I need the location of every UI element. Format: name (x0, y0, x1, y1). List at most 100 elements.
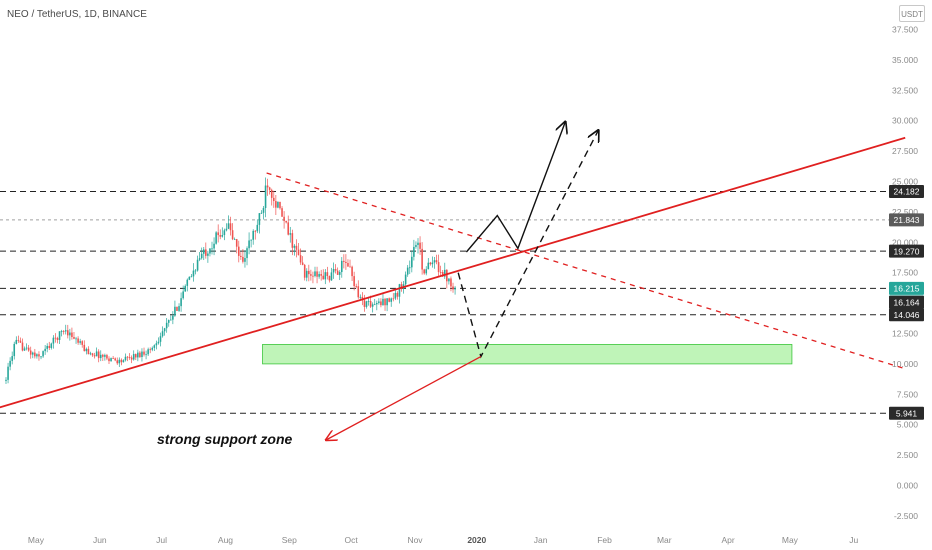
x-tick-label: Jul (156, 535, 167, 545)
candle-body (441, 272, 444, 277)
candle-body (373, 304, 376, 306)
price-label-text: 14.046 (894, 310, 920, 320)
candle-body (231, 230, 234, 240)
candle-body (384, 298, 386, 306)
bullish-projection-solid (465, 122, 565, 253)
y-tick-label: 12.500 (892, 329, 918, 339)
candle-body (167, 320, 170, 323)
candle-body (450, 278, 452, 287)
price-labels: 24.18221.84319.27016.21514.0465.94106:42… (889, 184, 924, 420)
candle-body (322, 275, 325, 280)
price-label-text: 21.843 (894, 215, 920, 225)
candle-body (137, 352, 139, 358)
candle-body (139, 352, 141, 358)
price-label-text: 16.164 (894, 297, 920, 307)
x-tick-label: 2020 (467, 535, 486, 545)
candle-body (308, 270, 310, 275)
candle-body (145, 354, 147, 356)
candle-body (408, 267, 411, 269)
candle-body (233, 239, 236, 240)
candle-body (314, 271, 316, 277)
candle-body (126, 356, 129, 358)
level-price-label: 5.941 (889, 406, 924, 420)
candle-body (281, 208, 283, 217)
candle-body (417, 242, 419, 246)
price-label-bg (889, 184, 924, 198)
candle-body (9, 360, 11, 367)
candle-body (128, 357, 131, 358)
candle-body (141, 351, 143, 358)
candle-body (421, 248, 423, 270)
candle-body (17, 339, 20, 341)
candle-body (211, 248, 213, 250)
candle-body (120, 359, 123, 363)
candle-body (386, 298, 388, 306)
candle-body (192, 270, 195, 277)
candle-body (73, 337, 75, 339)
candle-body (48, 345, 51, 348)
candle-body (44, 348, 46, 352)
candle-body (252, 230, 254, 240)
candle-body (31, 352, 34, 355)
candle-body (355, 286, 357, 287)
candle-body (99, 354, 102, 359)
price-label-text: 19.270 (894, 246, 920, 256)
currency-unit-button[interactable]: USDT (899, 5, 925, 22)
candle-body (11, 356, 13, 361)
grid-and-axes: 37.500 35.000 32.500 30.000 27.500 25.000 22.5… (28, 25, 918, 546)
candle-body (155, 343, 158, 346)
candle-body (13, 343, 16, 357)
candle-body (303, 264, 306, 278)
price-label-text: 24.182 (894, 187, 920, 197)
candle-body (246, 248, 248, 259)
candle-body (266, 185, 269, 188)
candle-body (446, 269, 448, 282)
candle-body (419, 242, 421, 249)
candle-body (277, 201, 279, 208)
candle-body (293, 245, 296, 248)
candle-body (240, 255, 242, 257)
y-tick-label: -2.500 (894, 511, 918, 521)
candle-body (81, 341, 84, 345)
y-tick-label: 35.000 (892, 55, 918, 65)
candle-body (270, 189, 273, 198)
x-tick-label: May (28, 535, 45, 545)
candle-body (143, 351, 145, 355)
y-tick-label: 7.500 (897, 389, 919, 399)
candle-body (97, 351, 100, 359)
candle-body (67, 330, 69, 336)
candle-body (147, 349, 149, 355)
candle-body (50, 343, 53, 348)
candle-body (431, 262, 434, 265)
candle-body (262, 207, 265, 213)
candle-body (367, 300, 370, 302)
y-tick-label: 20.000 (892, 237, 918, 247)
candle-body (83, 344, 86, 352)
candle-body (237, 246, 240, 256)
bullish-projection-dashed (457, 130, 598, 359)
candle-body (89, 353, 92, 355)
candle-body (27, 347, 30, 351)
candle-body (336, 270, 339, 275)
candle-body (134, 354, 137, 358)
candle-body (283, 216, 285, 221)
candle-body (359, 296, 362, 298)
candle-body (363, 300, 366, 307)
candle-body (273, 197, 275, 202)
price-label-text: 5.941 (896, 408, 918, 418)
y-tick-label: 5.000 (897, 420, 919, 430)
candle-body (40, 356, 42, 358)
level-price-label: 19.270 (889, 244, 924, 258)
candle-body (207, 253, 209, 256)
candle-body (427, 262, 430, 270)
candle-body (7, 366, 9, 380)
y-tick-label: 17.500 (892, 268, 918, 278)
candle-body (159, 336, 162, 342)
candle-body (301, 262, 304, 265)
price-label-bg (889, 406, 924, 420)
candle-body (388, 298, 390, 302)
candle-body (221, 235, 224, 237)
candle-body (56, 338, 59, 340)
candle-body (64, 330, 67, 332)
